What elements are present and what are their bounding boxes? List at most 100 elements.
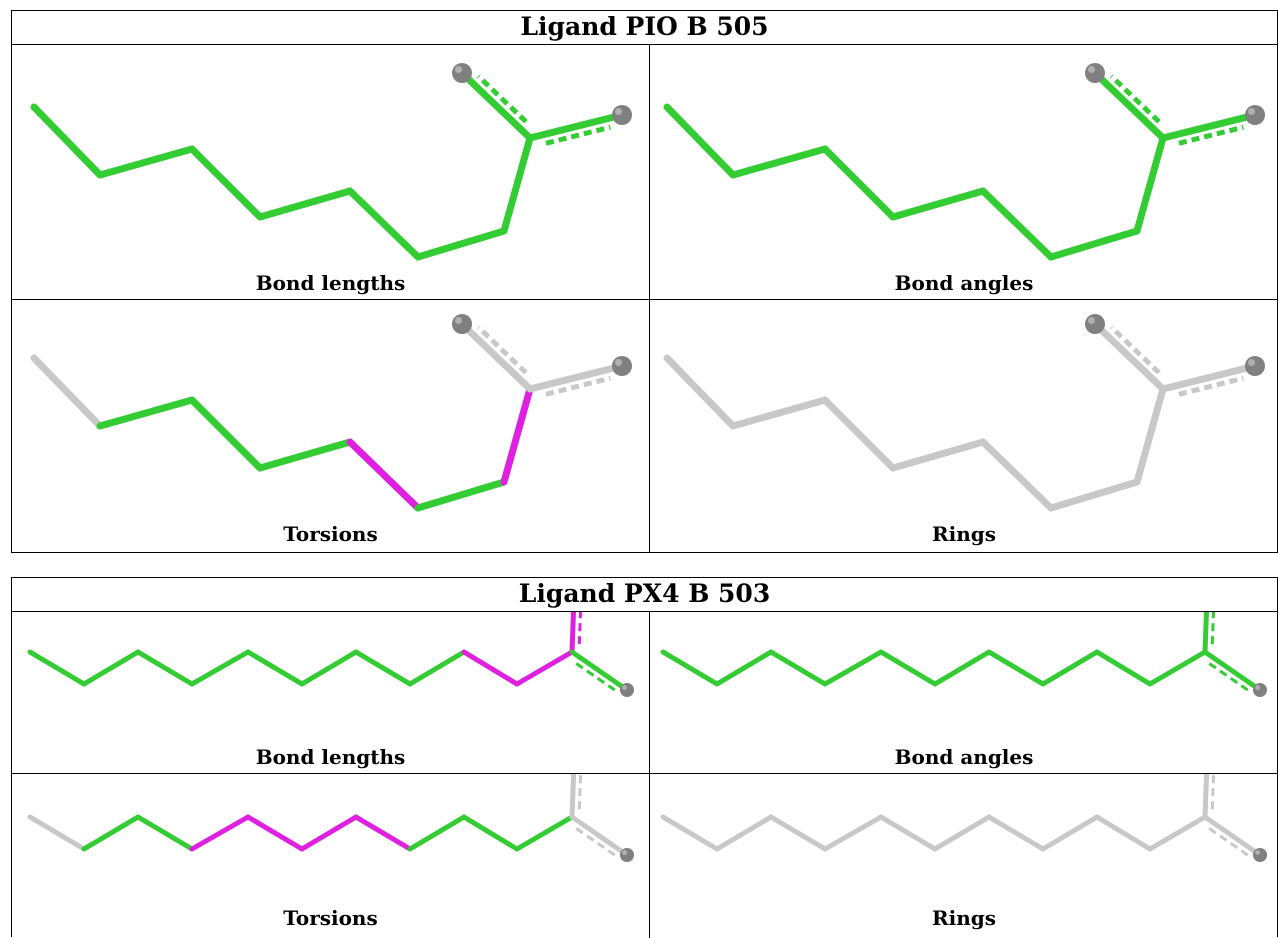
molecule-image: [663, 63, 1265, 261]
bond: [1147, 649, 1208, 687]
head-bond: [526, 362, 626, 393]
panel-caption: Torsions: [283, 522, 378, 546]
bond: [299, 649, 359, 687]
double-bond: [1178, 375, 1244, 397]
oxygen-atom: [1253, 683, 1267, 697]
bond: [768, 649, 828, 687]
head-bond: [1159, 111, 1259, 142]
atom-highlight: [1088, 317, 1095, 324]
ligand-table-pio: Ligand PIO B 505 Bond lengths Bond angle…: [11, 10, 1278, 553]
bond: [299, 814, 359, 852]
bond: [986, 814, 1046, 852]
divider: [12, 299, 1277, 300]
double-bond: [1109, 325, 1161, 375]
atom-highlight: [1255, 850, 1260, 855]
head-bond: [569, 612, 576, 655]
oxygen-atom: [612, 356, 632, 376]
head-bond: [1202, 649, 1263, 693]
bond: [821, 396, 897, 472]
panel-caption: Torsions: [283, 906, 378, 930]
panel-bond-angles: Bond angles: [650, 612, 1278, 773]
ligand-table-px4: Ligand PX4 B 503 Bond lengths Bond angle…: [11, 577, 1278, 938]
oxygen-atom: [1085, 314, 1105, 334]
atom-highlight: [455, 66, 462, 73]
head-bond: [1091, 320, 1167, 393]
bond: [189, 649, 251, 687]
head-bond: [1202, 814, 1263, 858]
divider: [12, 611, 1277, 612]
double-bond: [1178, 124, 1244, 146]
double-bond: [545, 124, 611, 146]
oxygen-atom: [612, 105, 632, 125]
double-bond: [1208, 827, 1249, 857]
atom-highlight: [622, 685, 627, 690]
double-bond: [545, 375, 611, 397]
oxygen-atom: [620, 848, 634, 862]
bond: [878, 814, 938, 852]
panel-rings: Rings: [650, 300, 1278, 553]
panel-caption: Bond angles: [894, 271, 1034, 295]
bond: [461, 649, 520, 687]
bond: [729, 145, 829, 179]
double-bond: [577, 774, 583, 810]
divider: [649, 45, 650, 553]
oxygen-atom: [1253, 848, 1267, 862]
bond: [188, 145, 264, 221]
molecule-image: [27, 612, 634, 697]
bond: [81, 649, 141, 687]
bond: [1147, 814, 1208, 852]
bond: [1047, 227, 1141, 261]
panel-torsions: Torsions: [12, 774, 649, 938]
bond: [514, 814, 575, 852]
atom-highlight: [1088, 66, 1095, 73]
oxygen-atom: [1085, 63, 1105, 83]
double-bond: [476, 74, 528, 124]
head-bond: [526, 111, 626, 142]
bond: [81, 814, 141, 852]
double-bond: [476, 325, 528, 375]
bond: [979, 187, 1055, 261]
molecule-image: [660, 774, 1267, 862]
bond: [346, 438, 422, 512]
panel-torsions: Torsions: [12, 300, 649, 553]
bond: [822, 814, 884, 852]
bond: [932, 649, 992, 687]
bond: [500, 385, 534, 486]
bond: [414, 227, 508, 261]
bond: [729, 396, 829, 430]
bond: [27, 649, 87, 687]
molecule-image: [30, 314, 632, 512]
bond: [714, 814, 774, 852]
bond: [822, 649, 884, 687]
oxygen-atom: [620, 683, 634, 697]
bond: [1094, 649, 1153, 687]
oxygen-atom: [1245, 356, 1265, 376]
bond: [27, 814, 87, 852]
divider: [649, 612, 650, 938]
double-bond: [575, 827, 616, 857]
atom-highlight: [615, 359, 622, 366]
panel-bond-angles: Bond angles: [650, 45, 1278, 299]
double-bond: [577, 612, 582, 645]
bond: [135, 814, 195, 852]
panel-caption: Bond lengths: [255, 271, 406, 295]
bond: [256, 187, 354, 221]
bond: [1040, 649, 1100, 687]
double-bond: [1210, 612, 1215, 645]
head-bond: [569, 774, 577, 820]
bond: [353, 649, 413, 687]
bond: [663, 354, 737, 430]
molecule-image: [27, 774, 634, 862]
bond: [986, 649, 1046, 687]
oxygen-atom: [452, 63, 472, 83]
bond: [256, 438, 354, 472]
atom-highlight: [1248, 108, 1255, 115]
molecule-image: [663, 314, 1265, 512]
bond: [30, 354, 104, 430]
bond: [1047, 478, 1141, 512]
bond: [414, 478, 508, 512]
atom-highlight: [615, 108, 622, 115]
bond: [1133, 385, 1167, 486]
bond: [407, 814, 467, 852]
molecule-image: [660, 612, 1267, 697]
